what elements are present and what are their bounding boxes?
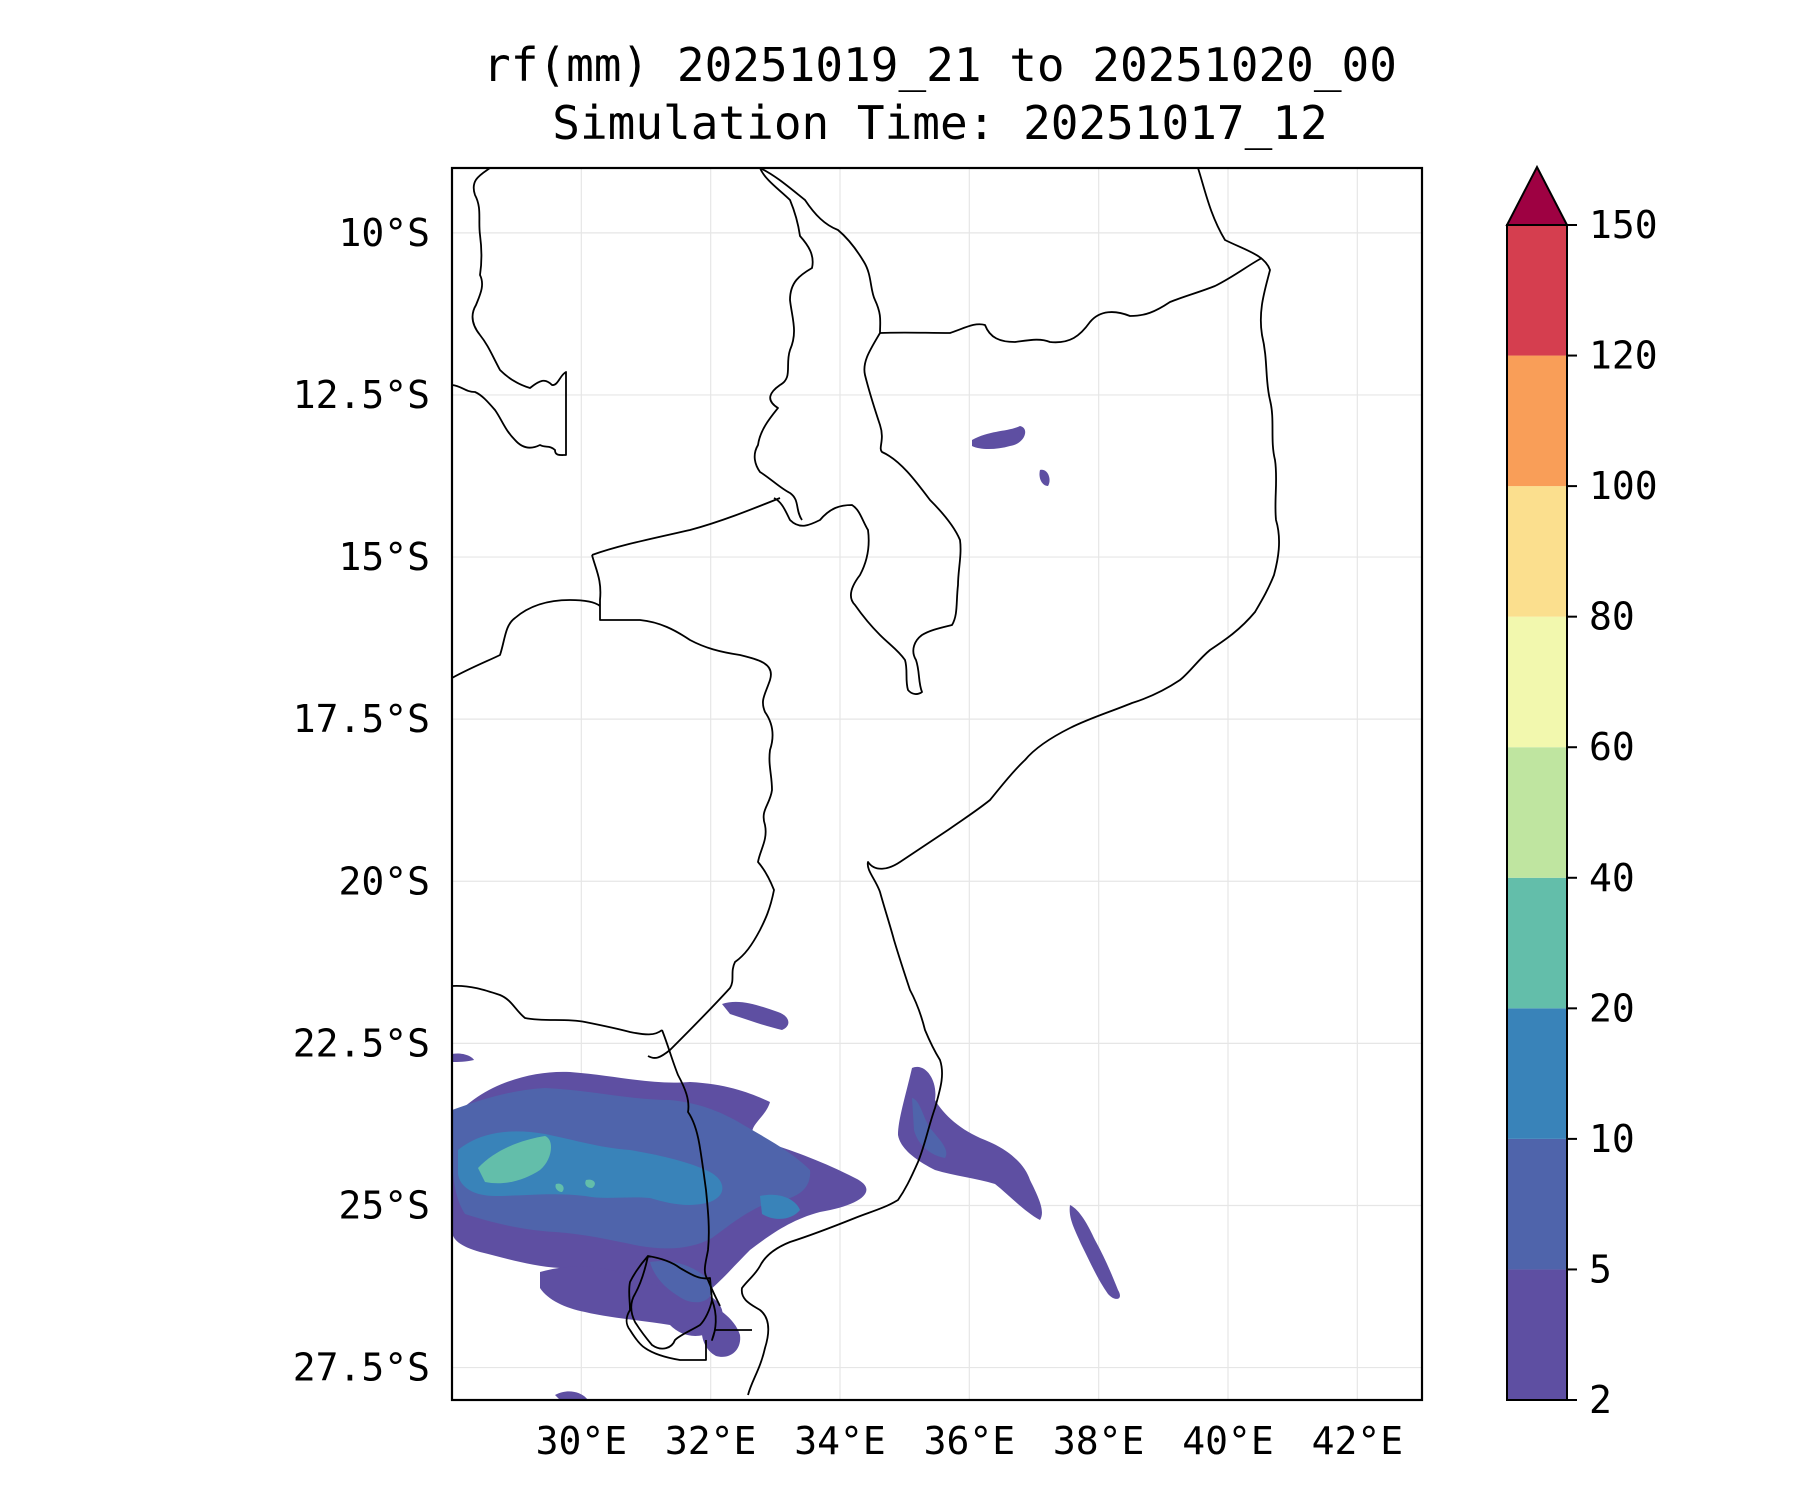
colorbar-tick-label: 2 — [1589, 1378, 1612, 1422]
colorbar-tick-label: 80 — [1589, 595, 1635, 639]
lat-tick-label: 12.5°S — [293, 373, 430, 417]
rainfall-contours-intense — [478, 1136, 595, 1192]
lon-tick-label: 32°E — [665, 1419, 757, 1463]
colorbar-tick-label: 10 — [1589, 1117, 1635, 1161]
rain-area-level-20 — [478, 1136, 552, 1184]
rain-cell-southwest — [555, 1391, 588, 1400]
lon-tick-label: 36°E — [924, 1419, 1016, 1463]
rain-cell-north — [972, 426, 1026, 449]
rain-area-offshore-band — [1069, 1205, 1120, 1299]
rain-area-lower-lobe — [700, 1300, 741, 1357]
rain-cell-mid — [722, 1001, 789, 1030]
border-zambia-malawi — [753, 167, 814, 521]
rain-area-level-10-east — [760, 1194, 800, 1219]
colorbar-tick-label: 40 — [1589, 856, 1635, 900]
lon-tick-label: 38°E — [1053, 1419, 1145, 1463]
colorbar-frame — [1506, 224, 1568, 1401]
colorbar-segment — [1507, 616, 1567, 748]
border-zambia-zimbabwe — [451, 599, 601, 679]
rain-cell-west-edge — [452, 1053, 474, 1062]
border-tanzania-mozambique — [879, 257, 1263, 344]
lon-tick-label: 34°E — [794, 1419, 886, 1463]
colorbar-tick-label: 60 — [1589, 725, 1635, 769]
lat-ticks: 10°S 12.5°S 15°S 17.5°S 20°S 22.5°S 25°S 27.5°S — [293, 211, 430, 1390]
border-zimbabwe-mozambique — [591, 554, 775, 1059]
lat-tick-label: 15°S — [338, 535, 430, 579]
rain-cell-north-2 — [1039, 469, 1050, 486]
colorbar-segment — [1507, 747, 1567, 878]
coastline-east-africa — [740, 167, 1280, 1396]
border-lesotho-area — [625, 1255, 707, 1361]
plot-frame — [450, 166, 1424, 1402]
lon-ticks: 30°E 32°E 34°E 36°E 38°E 40°E 42°E — [536, 1419, 1404, 1463]
colorbar-segment — [1507, 1269, 1567, 1400]
lon-tick-label: 40°E — [1182, 1419, 1274, 1463]
colorbar-tick-label: 120 — [1589, 334, 1658, 378]
borders-and-coastlines — [451, 167, 1280, 1396]
border-zambia-mozambique — [591, 497, 781, 556]
rain-area-level-20-spot-2 — [585, 1179, 595, 1188]
rain-area-level-5-south — [650, 1261, 713, 1303]
colorbar-tick-label: 20 — [1589, 986, 1635, 1030]
colorbar: 2 5 10 20 40 60 80 100 120 150 — [1505, 164, 1658, 1422]
colorbar-segment — [1507, 355, 1567, 487]
map-title: rf(mm) 20251019_21 to 20251020_00 Simula… — [300, 36, 1580, 152]
colorbar-tick-label: 150 — [1589, 203, 1658, 247]
lat-tick-label: 27.5°S — [293, 1346, 430, 1390]
colorbar-segment — [1507, 486, 1567, 617]
lon-tick-label: 30°E — [536, 1419, 628, 1463]
rain-area-level-20-spot — [555, 1183, 564, 1192]
rain-area-coastal — [898, 1066, 1042, 1220]
colorbar-segment — [1507, 225, 1567, 356]
lat-tick-label: 22.5°S — [293, 1021, 430, 1065]
colorbar-segment — [1507, 877, 1567, 1009]
border-mozambique-south — [711, 1299, 752, 1341]
border-malawi — [759, 167, 962, 695]
colorbar-segment — [1507, 1138, 1567, 1270]
colorbar-tick-label: 100 — [1589, 464, 1658, 508]
border-drc-zambia — [451, 167, 567, 456]
lat-tick-label: 17.5°S — [293, 697, 430, 741]
lon-tick-label: 42°E — [1312, 1419, 1404, 1463]
title-line-2: Simulation Time: 20251017_12 — [552, 96, 1328, 150]
lat-tick-label: 25°S — [338, 1183, 430, 1227]
rainfall-contours — [452, 426, 1120, 1400]
lat-tick-label: 20°S — [338, 859, 430, 903]
border-eswatini — [630, 1255, 713, 1350]
title-line-1: rf(mm) 20251019_21 to 20251020_00 — [483, 38, 1397, 92]
colorbar-segment — [1507, 1008, 1567, 1139]
colorbar-extend-arrow — [1505, 164, 1569, 226]
border-south-africa-botswana — [451, 984, 663, 1036]
colorbar-tick-label: 5 — [1589, 1247, 1612, 1291]
lat-tick-label: 10°S — [338, 211, 430, 255]
